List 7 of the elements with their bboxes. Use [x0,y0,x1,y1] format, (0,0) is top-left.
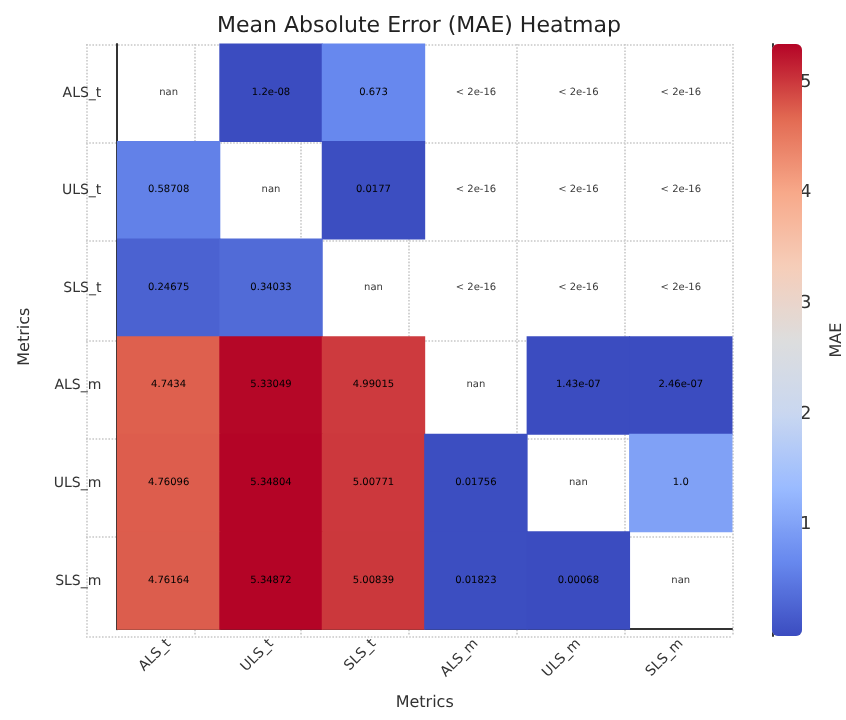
x-axis-title: Metrics [395,693,454,711]
color-bar-label: 5 [800,72,812,93]
color-bar-label: 3 [800,294,812,315]
color-bar-label: 1 [800,515,812,536]
y-axis-title: Metrics [15,307,33,366]
color-bar-title: MAE [827,322,845,358]
chart-title: Mean Absolute Error (MAE) Heatmap [217,12,621,38]
